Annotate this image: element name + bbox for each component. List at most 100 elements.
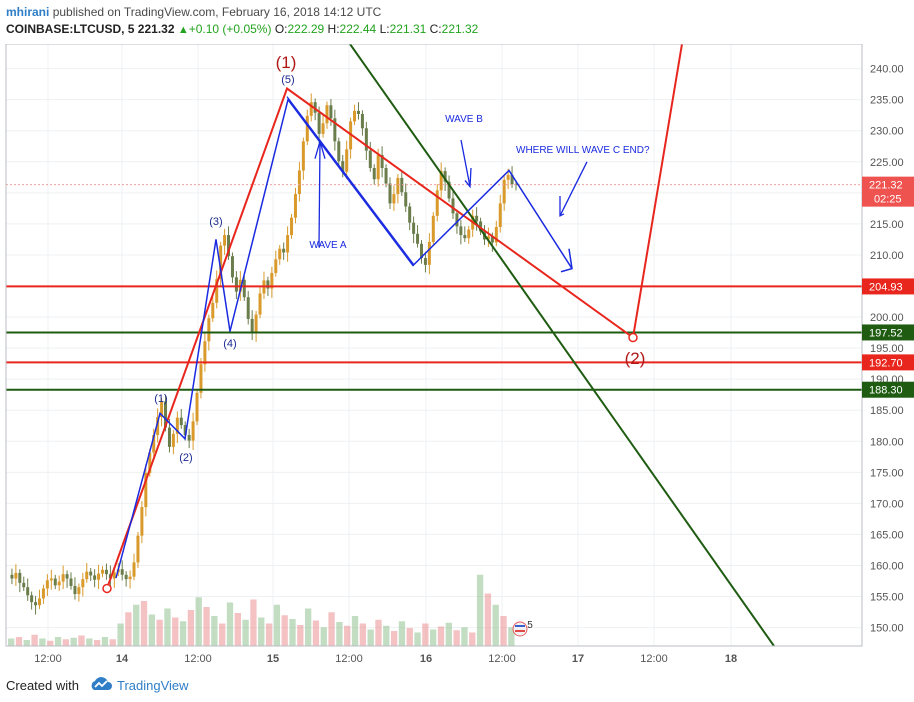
volume-bar <box>383 625 390 646</box>
candle-body <box>341 161 345 172</box>
y-tick-label: 195.00 <box>870 343 904 355</box>
volume-bar <box>15 637 23 646</box>
y-tick-label: 235.00 <box>870 95 904 107</box>
volume-bar <box>39 638 46 646</box>
volume-bar <box>156 619 163 646</box>
wave-3-label: (3) <box>209 216 222 228</box>
wave-c-question-arrow <box>559 161 588 217</box>
low-value: 221.31 <box>389 22 427 36</box>
symbol-label[interactable]: COINBASE:LTCUSD, 5 <box>6 22 135 36</box>
horizontal-levels <box>6 184 862 391</box>
y-tick-label: 240.00 <box>870 64 904 76</box>
candle-body <box>384 168 388 184</box>
candle-body <box>85 571 89 580</box>
volume-bar <box>78 635 85 646</box>
candle-body <box>278 248 282 260</box>
volume-bar <box>258 617 265 646</box>
candle-body <box>266 280 270 289</box>
x-tick-label: 15 <box>267 653 279 665</box>
volume-bar <box>469 632 476 646</box>
y-tick-label: 225.00 <box>870 157 904 169</box>
candle-body <box>459 226 463 236</box>
wave-start-marker <box>102 583 112 594</box>
price-change: +0.10 (+0.05%) <box>188 22 272 36</box>
price-badge <box>862 354 914 371</box>
volume-bar <box>422 623 429 646</box>
flag-stripe <box>515 625 525 627</box>
candle-body <box>447 181 451 199</box>
volume-bar <box>273 604 281 646</box>
volume-bar <box>461 627 468 646</box>
candle-body <box>97 573 101 580</box>
volume-bar <box>47 640 54 646</box>
candle-body <box>498 203 502 227</box>
volume-bar <box>344 625 351 646</box>
candle-body <box>187 435 191 441</box>
wave-5-label: (5) <box>281 74 294 86</box>
candle-body <box>89 571 93 576</box>
price-chart[interactable]: (1) (2) (1) (2) (3) (4) (5) WAVE A WAVE B WHERE W… <box>0 44 914 666</box>
volume-bar <box>265 623 273 646</box>
major-wave-2-label: (2) <box>625 349 646 368</box>
candle-body <box>223 235 227 246</box>
candle-body <box>412 222 416 234</box>
candle-body <box>408 206 412 223</box>
blue-wave-path <box>115 97 573 579</box>
price-badge <box>862 324 914 341</box>
tradingview-link[interactable]: TradingView <box>117 678 189 693</box>
events-flag-icon <box>512 621 528 637</box>
volume-bar <box>484 593 492 646</box>
volume-bar <box>187 610 195 646</box>
candle-body <box>345 149 349 172</box>
y-tick-label: 180.00 <box>870 436 904 448</box>
tradingview-cloud-icon[interactable] <box>88 676 114 697</box>
x-tick-label: 12:00 <box>640 653 668 665</box>
volume-bar <box>234 613 241 646</box>
wave-4-label: (4) <box>223 338 236 350</box>
candle-body <box>376 154 380 180</box>
x-tick-label: 18 <box>725 653 737 665</box>
candle-body <box>227 235 231 257</box>
candle-body <box>455 213 459 227</box>
candle-body <box>321 123 325 134</box>
candle-body <box>34 602 38 606</box>
wave-c-question-arrowhead <box>559 195 565 217</box>
candle-body <box>61 574 65 582</box>
candle-body <box>274 259 278 273</box>
candle-body <box>392 194 396 204</box>
candle-body <box>368 150 372 168</box>
candle-body <box>104 569 108 575</box>
volume-bar <box>8 638 15 646</box>
created-with-label: Created with <box>6 678 79 693</box>
author-link[interactable]: mhirani <box>6 5 50 19</box>
symbol-info: COINBASE:LTCUSD, 5 221.32 ▲+0.10 (+0.05%… <box>6 22 478 36</box>
volume-bar <box>203 607 210 646</box>
candle-body <box>479 221 483 232</box>
y-tick-label: 210.00 <box>870 250 904 262</box>
candle-body <box>219 245 223 280</box>
wave-c-question-label: WHERE WILL WAVE C END? <box>516 145 650 156</box>
candle-body <box>443 171 447 182</box>
volume-bar <box>93 640 101 646</box>
volume-bar <box>328 612 335 646</box>
candle-body <box>57 581 61 586</box>
candle-body <box>353 110 357 122</box>
major-wave-1-label: (1) <box>276 53 297 72</box>
volume-bar <box>312 620 320 646</box>
candle-body <box>152 435 156 453</box>
candle-body <box>144 472 148 508</box>
volume-bar <box>336 622 343 646</box>
volume-bar <box>164 608 171 646</box>
candle-body <box>325 105 329 124</box>
volume-bar <box>133 604 140 646</box>
candle-body <box>140 507 144 536</box>
candle-body <box>309 102 313 116</box>
candle-body <box>132 562 136 577</box>
x-tick-label: 16 <box>420 653 432 665</box>
candle-body <box>431 215 435 242</box>
volume-bar <box>414 632 421 646</box>
candle-body <box>128 576 132 580</box>
candle-body <box>234 277 238 292</box>
candle-body <box>400 177 404 193</box>
volume-bar <box>70 637 77 646</box>
